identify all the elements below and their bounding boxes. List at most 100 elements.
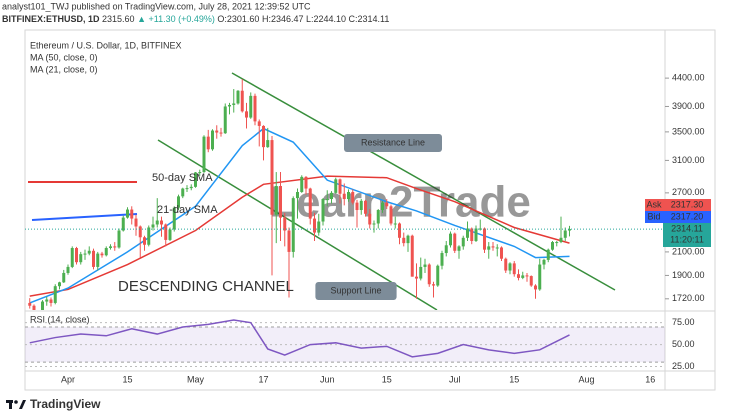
candle-body xyxy=(457,246,461,251)
price-tag-label-box xyxy=(645,199,663,211)
price-tag-value: 2317.20 xyxy=(671,211,704,221)
y-tick-label: 2100.00 xyxy=(672,246,705,256)
candle-body xyxy=(291,198,295,252)
line-series xyxy=(29,175,570,297)
candle-body xyxy=(338,179,342,194)
candle-body xyxy=(351,191,355,203)
candle-body xyxy=(466,228,469,238)
annotation-label: 50-day SMA xyxy=(152,172,213,184)
candle-body xyxy=(415,276,418,279)
candle-body xyxy=(512,263,516,275)
candle-body xyxy=(334,179,338,193)
line-series xyxy=(29,319,570,358)
rsi-plot xyxy=(25,319,665,367)
candle-body xyxy=(164,224,168,240)
candle-body xyxy=(245,111,248,118)
candle-body xyxy=(147,227,151,245)
candle-body xyxy=(126,209,129,218)
candle-body xyxy=(372,223,376,225)
brand-logo xyxy=(6,400,26,409)
symbol-line: BITFINEX:ETHUSD, 1D 2315.60 ▲ +11.30 (+0… xyxy=(2,14,389,24)
candle-body xyxy=(308,188,312,219)
candle-body xyxy=(181,188,185,197)
x-tick-label: Jun xyxy=(320,374,335,384)
candle-body xyxy=(198,172,202,174)
candle-body xyxy=(274,185,278,215)
candle-body xyxy=(325,199,329,201)
rsi-tick-label: 25.00 xyxy=(672,361,695,371)
candle-body xyxy=(330,192,333,200)
candle-body xyxy=(436,265,440,286)
candle-body xyxy=(283,217,287,231)
price-tag-label-box xyxy=(645,211,663,223)
y-tick-label: 1720.00 xyxy=(672,293,705,303)
countdown: 11:20:11 xyxy=(670,234,704,244)
candle-body xyxy=(398,223,401,238)
candle-body xyxy=(121,217,125,231)
candle-body xyxy=(79,254,83,263)
candle-body xyxy=(542,259,546,265)
candle-body xyxy=(219,132,223,134)
candle-body xyxy=(538,264,542,290)
brand-name: TradingView xyxy=(30,397,101,411)
candle-body xyxy=(389,206,393,224)
legend-entry: MA (21, close, 0) xyxy=(30,64,98,74)
y-tick-label: 2700.00 xyxy=(672,187,705,197)
candle-body xyxy=(453,233,457,251)
price-tag-box xyxy=(663,223,711,247)
candle-body xyxy=(427,264,431,285)
candle-body xyxy=(189,186,193,189)
candle-body xyxy=(508,263,512,271)
candle-body xyxy=(393,223,397,225)
candle-body xyxy=(270,140,274,215)
rsi-title: RSI (14, close) xyxy=(30,314,90,324)
candle-body xyxy=(228,104,231,107)
candle-body xyxy=(172,207,176,230)
candle-body xyxy=(296,191,299,199)
candle-body xyxy=(444,245,448,254)
annotation-label: Support Line xyxy=(330,285,381,295)
candle-body xyxy=(104,248,108,256)
sma21-marker-line xyxy=(31,213,138,221)
candle-body xyxy=(92,250,95,267)
candle-body xyxy=(206,136,210,150)
candle-body xyxy=(83,253,87,255)
candle-body xyxy=(168,229,172,240)
candle-body xyxy=(470,228,474,241)
x-tick-label: May xyxy=(187,374,205,384)
x-tick-label: Jul xyxy=(449,374,461,384)
candle-body xyxy=(461,237,465,247)
price-tag-box xyxy=(663,199,711,211)
line-series xyxy=(29,127,570,304)
candle-body xyxy=(143,237,146,245)
candle-body xyxy=(185,188,189,190)
annotation-label: Resistance Line xyxy=(361,137,425,147)
candle-body xyxy=(525,275,529,277)
candle-body xyxy=(215,130,219,133)
candle-body xyxy=(138,226,142,238)
candle-body xyxy=(368,213,372,225)
x-tick-label: Apr xyxy=(61,374,75,384)
price-tag-value: 2314.11 xyxy=(671,223,703,233)
candle-body xyxy=(376,210,380,224)
candle-body xyxy=(232,103,236,105)
y-tick-label: 1900.00 xyxy=(672,270,705,280)
y-tick-label: 3100.00 xyxy=(672,155,705,165)
candle-body xyxy=(194,172,197,187)
candle-body xyxy=(478,228,482,230)
candle-body xyxy=(257,121,261,126)
candle-body xyxy=(551,242,554,250)
candle-body xyxy=(546,249,550,260)
x-tick-label: 17 xyxy=(258,374,268,384)
candle-body xyxy=(313,218,316,233)
candle-body xyxy=(117,230,121,248)
candle-body xyxy=(474,228,478,241)
symbol: BITFINEX:ETHUSD, 1D xyxy=(2,14,100,24)
annotation-box xyxy=(344,134,442,152)
candle-body xyxy=(87,250,91,254)
last-price: 2315.60 xyxy=(102,14,135,24)
candle-body xyxy=(347,191,350,200)
candle-body xyxy=(58,282,61,287)
candle-body xyxy=(130,209,134,219)
overlay: Ethereum / U.S. Dollar, 1D, BITFINEX MA (… xyxy=(30,40,711,384)
